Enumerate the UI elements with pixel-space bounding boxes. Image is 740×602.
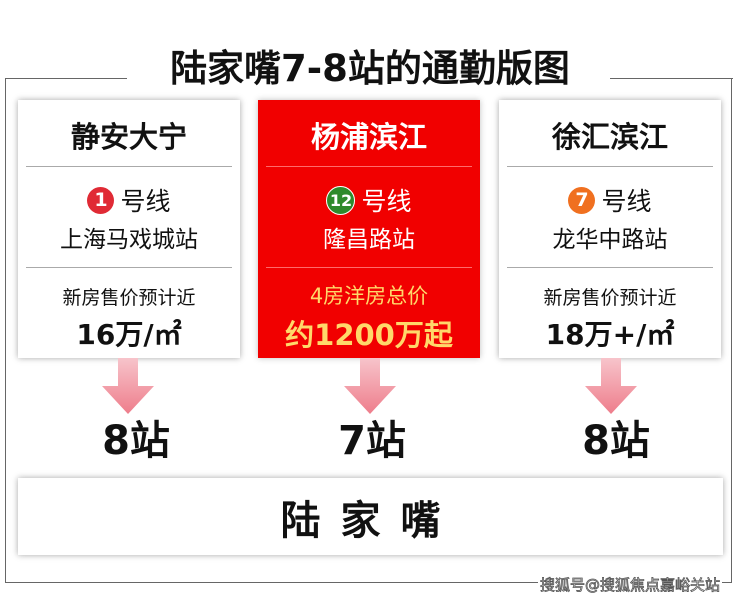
line-suffix: 号线: [120, 187, 171, 216]
metro-line: 12 号线: [258, 182, 480, 218]
price-value: 约1200万起: [285, 318, 453, 352]
stop-count: 8站: [102, 418, 170, 464]
area-card-yangpu: 杨浦滨江 12 号线 隆昌路站 4房洋房总价 约1200万起: [258, 100, 480, 358]
divider: [507, 267, 713, 268]
price-label: 4房洋房总价: [309, 284, 429, 308]
area-name: 杨浦滨江: [310, 120, 427, 154]
price-value: 16万/㎡: [76, 318, 182, 351]
line-suffix: 号线: [361, 187, 412, 216]
destination-box: 陆家嘴: [18, 478, 723, 555]
divider: [266, 267, 472, 268]
area-name: 徐汇滨江: [551, 120, 668, 154]
station-name: 上海马戏城站: [60, 227, 198, 253]
frame-divider: [5, 78, 127, 79]
metro-line-badge-icon: 1: [87, 186, 115, 214]
stop-count: 7站: [338, 418, 406, 464]
divider: [507, 166, 713, 167]
arrow-down-icon: [344, 358, 396, 414]
area-name: 静安大宁: [70, 120, 187, 154]
arrow-down-icon: [585, 358, 637, 414]
metro-line-badge-icon: 12: [326, 185, 356, 215]
metro-line: 1 号线: [18, 182, 240, 218]
area-card-xuhui: 徐汇滨江 7 号线 龙华中路站 新房售价预计近 18万+/㎡: [499, 100, 721, 358]
station-name: 隆昌路站: [323, 227, 415, 253]
divider: [26, 166, 232, 167]
area-card-jingan: 静安大宁 1 号线 上海马戏城站 新房售价预计近 16万/㎡: [18, 100, 240, 358]
line-suffix: 号线: [601, 187, 652, 216]
frame-divider: [610, 78, 733, 79]
outer-frame: [5, 78, 732, 583]
price-label: 新房售价预计近: [543, 287, 677, 309]
price-label: 新房售价预计近: [62, 287, 196, 309]
watermark: 搜狐号@搜狐焦点嘉峪关站: [537, 574, 722, 595]
arrow-down-icon: [102, 358, 154, 414]
metro-line-badge-icon: 7: [568, 186, 596, 214]
stop-count: 8站: [582, 418, 650, 464]
divider: [266, 166, 472, 167]
station-name: 龙华中路站: [552, 227, 668, 253]
page-title: 陆家嘴7-8站的通勤版图: [170, 47, 570, 90]
divider: [26, 267, 232, 268]
price-value: 18万+/㎡: [545, 318, 675, 351]
metro-line: 7 号线: [499, 182, 721, 218]
